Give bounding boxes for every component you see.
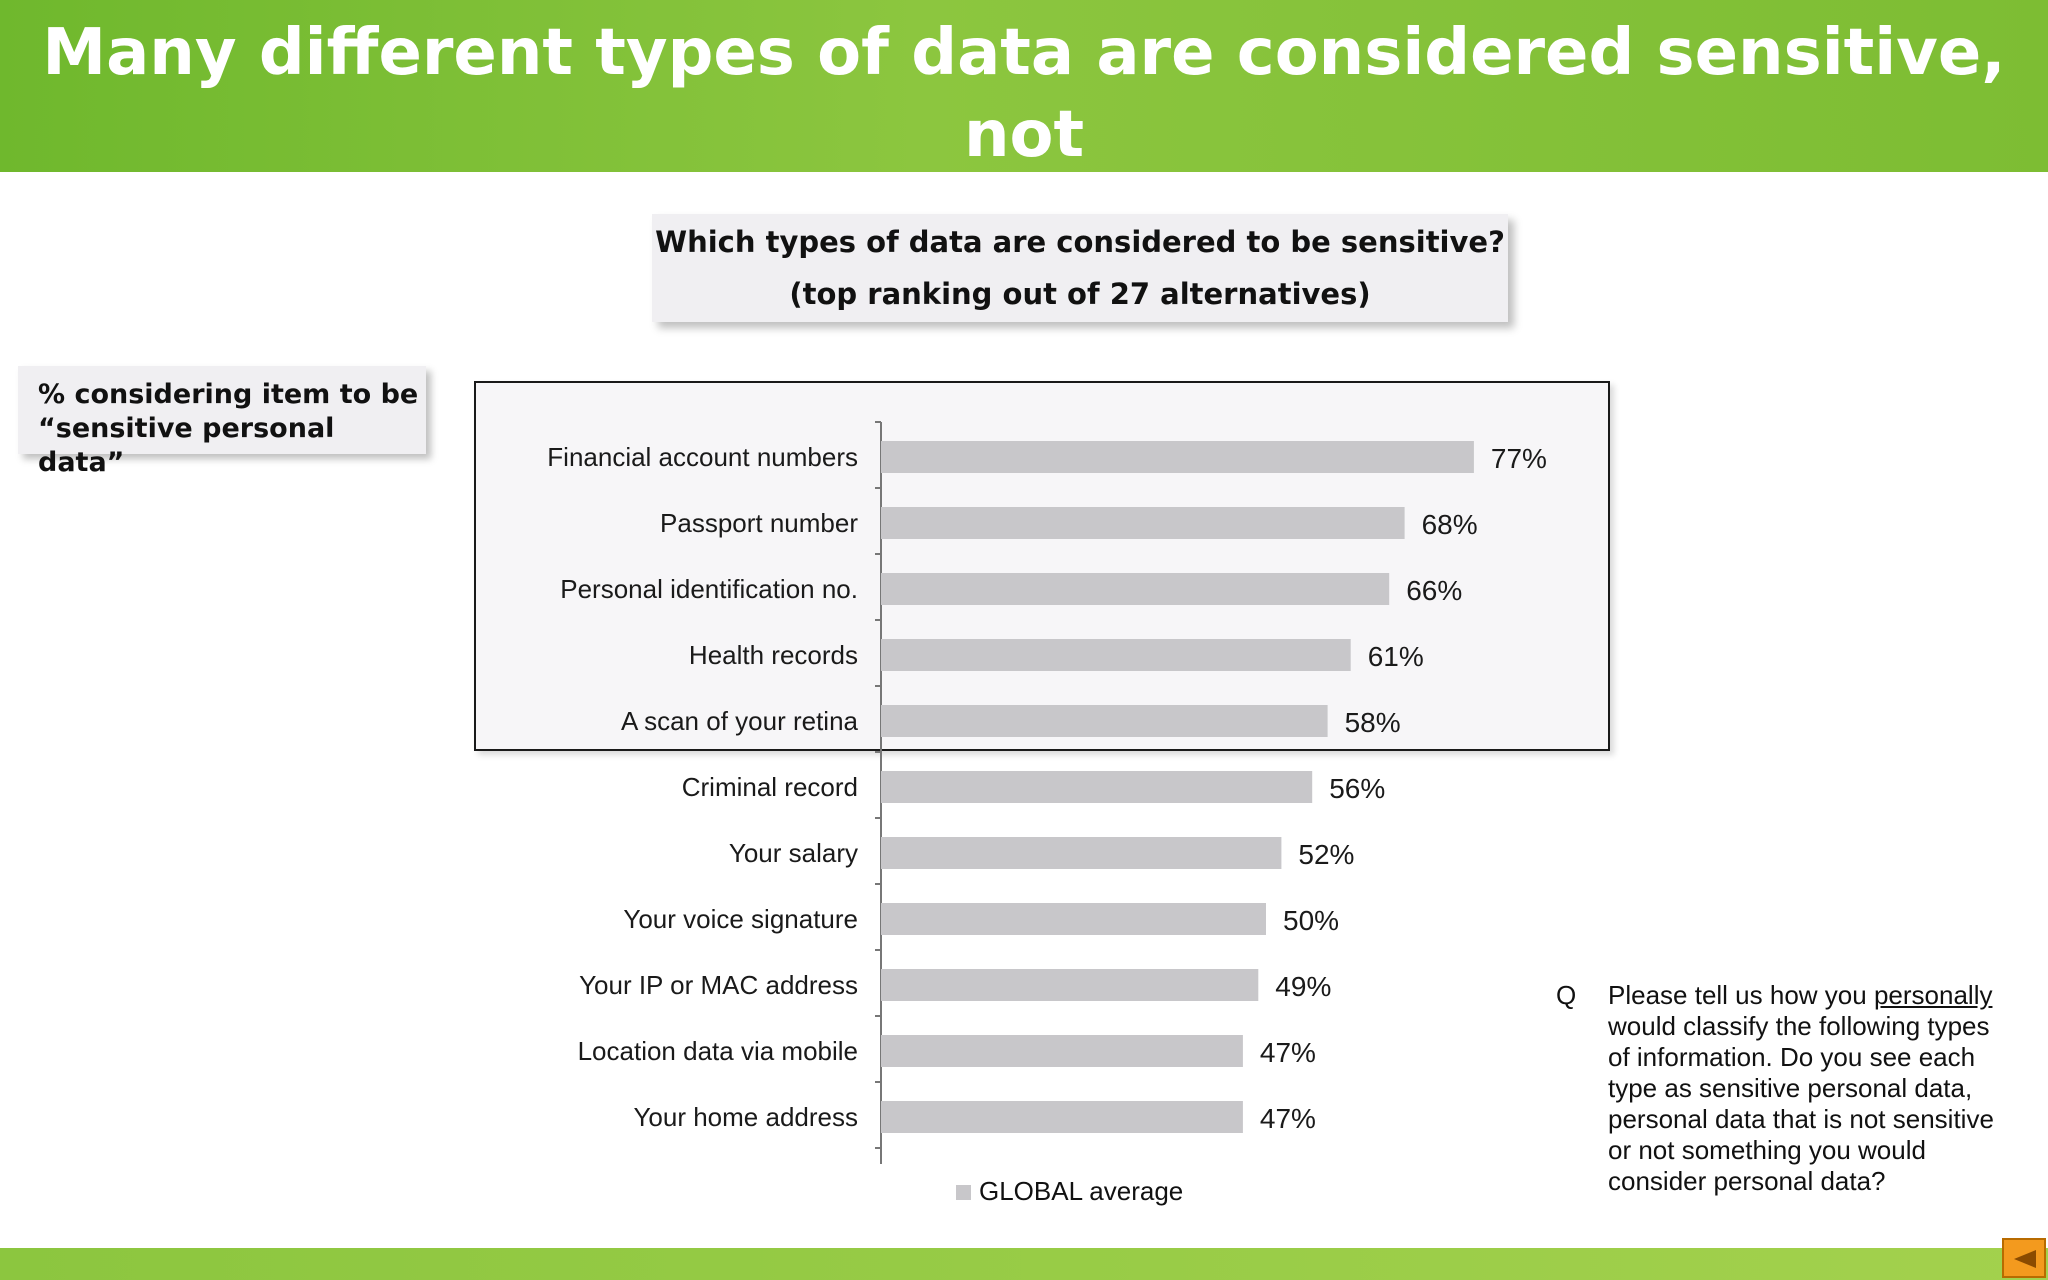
metric-label-box: % considering item to be “sensitive pers… xyxy=(18,366,426,478)
back-arrow-icon xyxy=(2014,1250,2036,1268)
chart-legend: GLOBAL average xyxy=(956,1176,1183,1207)
bar xyxy=(881,1035,1243,1067)
question-line-1: Which types of data are considered to be… xyxy=(655,225,1505,259)
survey-question-text: Please tell us how you personally would … xyxy=(1608,980,1994,1196)
category-label: Passport number xyxy=(660,508,858,538)
value-label: 47% xyxy=(1260,1103,1316,1134)
chart-layer: Financial account numbers 77% Passport num… xyxy=(547,421,1547,1164)
category-label: Health records xyxy=(689,640,858,670)
bar xyxy=(881,771,1313,803)
slide-title: Many different types of data are conside… xyxy=(42,16,2006,254)
category-label: Your home address xyxy=(633,1102,858,1132)
emphasis-personally: personally xyxy=(1873,980,1993,1010)
category-label: A scan of your retina xyxy=(621,706,859,736)
bar xyxy=(881,507,1405,539)
category-label: Personal identification no. xyxy=(560,574,858,604)
value-label: 49% xyxy=(1275,971,1331,1002)
metric-line-1: % considering item to be xyxy=(38,379,419,410)
value-label: 77% xyxy=(1491,443,1547,474)
bar xyxy=(881,1101,1243,1133)
q-marker: Q xyxy=(1556,980,1577,1010)
bar xyxy=(881,705,1328,737)
metric-line-2: “sensitive personal data” xyxy=(38,413,335,478)
category-label: Your voice signature xyxy=(623,904,858,934)
bar xyxy=(881,441,1474,473)
category-label: Your IP or MAC address xyxy=(579,970,858,1000)
previous-slide-button[interactable] xyxy=(2002,1238,2046,1278)
bar xyxy=(881,639,1351,671)
bar xyxy=(881,903,1266,935)
category-label: Location data via mobile xyxy=(578,1036,858,1066)
value-label: 52% xyxy=(1298,839,1354,870)
title-banner: Many different types of data are conside… xyxy=(0,0,2048,254)
value-label: 61% xyxy=(1368,641,1424,672)
value-label: 66% xyxy=(1406,575,1462,606)
legend-label: GLOBAL average xyxy=(979,1176,1184,1206)
value-label: 56% xyxy=(1329,773,1385,804)
value-label: 58% xyxy=(1345,707,1401,738)
category-label: Criminal record xyxy=(682,772,858,802)
question-line-2: (top ranking out of 27 alternatives) xyxy=(789,277,1371,311)
question-box: Which types of data are considered to be… xyxy=(652,214,1508,322)
value-label: 68% xyxy=(1422,509,1478,540)
value-label: 47% xyxy=(1260,1037,1316,1068)
bar xyxy=(881,969,1259,1001)
category-label: Financial account numbers xyxy=(547,442,858,472)
bar xyxy=(881,837,1282,869)
legend-swatch xyxy=(956,1185,971,1200)
footer-bar xyxy=(0,1248,2048,1280)
category-label: Your salary xyxy=(729,838,858,868)
value-label: 50% xyxy=(1283,905,1339,936)
bar xyxy=(881,573,1390,605)
